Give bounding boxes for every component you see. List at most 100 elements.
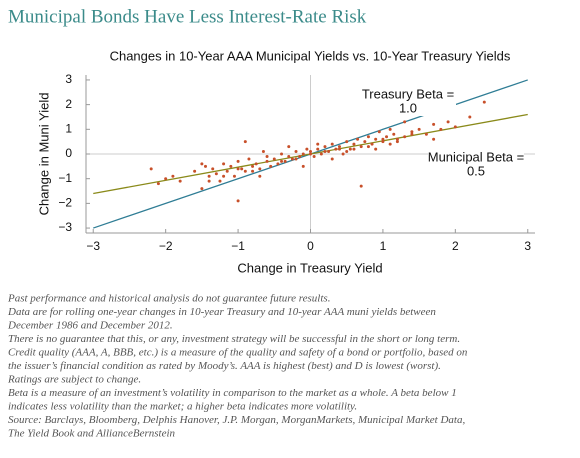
x-tick-label: −1: [231, 239, 245, 253]
footnote: There is no guarantee that this, or any,…: [8, 333, 460, 345]
chart-subtitle: Changes in 10-Year AAA Municipal Yields …: [110, 48, 511, 63]
y-tick-label: 1: [65, 121, 72, 135]
x-tick-label: 2: [452, 239, 459, 253]
data-point: [359, 184, 363, 188]
data-point: [381, 140, 385, 144]
data-point: [446, 120, 450, 124]
footnote: Data are for rolling one-year changes in…: [7, 306, 436, 318]
data-point: [272, 157, 276, 161]
footnote: indicates less volatility than the marke…: [8, 401, 357, 413]
annotation: Municipal Beta =: [428, 149, 524, 164]
data-point: [330, 157, 334, 161]
annotation-bg: [360, 102, 456, 116]
data-point: [345, 150, 349, 154]
y-tick-label: 0: [65, 146, 72, 160]
data-point: [280, 159, 284, 163]
data-point: [345, 140, 349, 144]
data-point: [348, 147, 352, 151]
y-axis-label: Change in Muni Yield: [36, 93, 51, 216]
data-point: [319, 152, 323, 156]
annotation-bg: [428, 151, 524, 165]
data-point: [468, 115, 472, 119]
y-tick-label: 2: [65, 97, 72, 111]
data-point: [341, 152, 345, 156]
data-point: [251, 164, 255, 168]
data-point: [247, 157, 251, 161]
data-point: [323, 150, 327, 154]
data-point: [432, 137, 436, 141]
data-point: [388, 127, 392, 131]
data-point: [359, 145, 363, 149]
data-point: [200, 162, 204, 166]
data-point: [352, 142, 356, 146]
annotation-bg: [360, 88, 456, 102]
data-point: [439, 127, 443, 131]
data-point: [236, 199, 240, 203]
data-point: [337, 145, 341, 149]
data-point: [178, 179, 182, 183]
data-point: [222, 174, 226, 178]
y-tick-label: 3: [65, 72, 72, 86]
data-point: [240, 167, 244, 171]
data-point: [218, 179, 222, 183]
data-point: [366, 145, 370, 149]
data-point: [258, 174, 262, 178]
data-point: [232, 174, 236, 178]
data-point: [381, 137, 385, 141]
y-tick-label: −3: [58, 220, 72, 234]
data-point: [214, 172, 218, 176]
data-point: [453, 125, 457, 129]
data-point: [225, 169, 229, 173]
data-point: [200, 187, 204, 191]
data-point: [203, 164, 207, 168]
data-point: [385, 135, 389, 139]
data-point: [254, 162, 258, 166]
data-point: [265, 154, 269, 158]
data-point: [269, 164, 273, 168]
data-point: [312, 154, 316, 158]
data-point: [330, 142, 334, 146]
data-point: [222, 162, 226, 166]
data-point: [236, 159, 240, 163]
data-point: [301, 164, 305, 168]
data-point: [251, 169, 255, 173]
data-point: [417, 127, 421, 131]
data-point: [410, 132, 414, 136]
data-point: [403, 135, 407, 139]
data-point: [316, 142, 320, 146]
data-point: [309, 152, 312, 156]
footnote: December 1986 and December 2012.: [7, 320, 173, 332]
footnote: The Yield Book and AllianceBernstein: [8, 428, 176, 440]
data-point: [363, 140, 367, 144]
data-point: [356, 137, 360, 141]
data-point: [403, 120, 407, 124]
data-point: [392, 132, 396, 136]
data-point: [156, 182, 160, 186]
chart-title: Municipal Bonds Have Less Interest-Rate …: [8, 6, 367, 27]
x-tick-label: 0: [307, 239, 314, 253]
data-point: [352, 147, 356, 151]
data-point: [276, 162, 280, 166]
x-tick-label: −3: [86, 239, 100, 253]
data-point: [287, 154, 291, 158]
data-point: [309, 150, 312, 154]
data-point: [236, 167, 240, 171]
data-point: [327, 150, 331, 154]
footnote: Source: Barclays, Bloomberg, Delphis Han…: [8, 414, 465, 426]
data-point: [290, 157, 294, 161]
data-point: [164, 177, 168, 181]
data-point: [171, 174, 175, 178]
data-point: [432, 122, 436, 126]
data-point: [280, 152, 284, 156]
data-point: [294, 157, 298, 161]
data-point: [395, 140, 399, 144]
footnote: Past performance and historical analysis…: [7, 293, 330, 305]
y-tick-label: −1: [58, 171, 72, 185]
data-point: [374, 147, 378, 151]
data-point: [265, 159, 269, 163]
data-point: [193, 169, 197, 173]
data-point: [482, 100, 486, 104]
data-point: [388, 142, 392, 146]
data-point: [301, 152, 305, 156]
